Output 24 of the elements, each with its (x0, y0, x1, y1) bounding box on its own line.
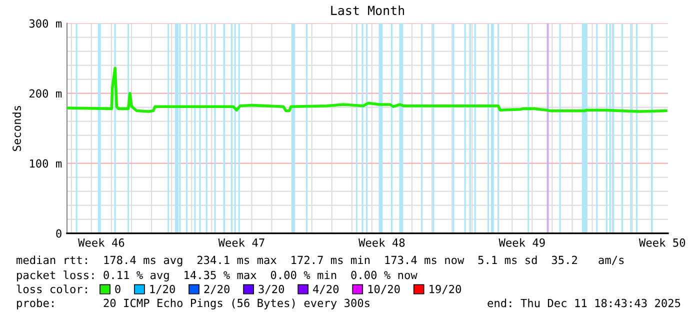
text: median rtt: 178.4 ms avg 234.1 ms max 172.7 ms min 173.4 ms now 5.1 ms sd 35.2 am/s (16, 256, 624, 266)
legend-label: 19/20 (430, 284, 461, 294)
y-tick-label: 200 m (30, 89, 62, 98)
text: probe: 20 ICMP Echo Pings (56 Bytes) every 300s (17, 298, 370, 310)
text: packet loss: 0.11 % avg 14.35 % max 0.00 % min 0.00 % now (17, 270, 418, 282)
y-tick-label: 0 (56, 229, 62, 238)
x-tick-label: Week 48 (358, 238, 405, 247)
y-tick-label: 100 m (30, 159, 62, 168)
x-tick-label: Week 46 (78, 238, 124, 247)
legend-label: 2/20 (204, 284, 230, 294)
text: end: Thu Dec 11 18:43:43 2025 (488, 298, 680, 308)
legend-label: 1/20 (150, 284, 175, 294)
legend-label: 4/20 (313, 284, 339, 294)
chart-title: Last Month (331, 5, 404, 16)
legend-label: 10/20 (368, 284, 400, 294)
legend-label: 3/20 (258, 284, 284, 294)
legend-title: loss color: (16, 284, 87, 294)
x-tick-label: Week 50 (638, 238, 686, 247)
y-tick-label: 300 m (29, 19, 62, 28)
y-axis-title: Seconds (12, 106, 21, 151)
legend-label: 0 (115, 284, 120, 294)
line-series (67, 66, 668, 113)
x-tick-label: Week 47 (218, 238, 264, 247)
x-tick-label: Week 49 (498, 238, 545, 247)
